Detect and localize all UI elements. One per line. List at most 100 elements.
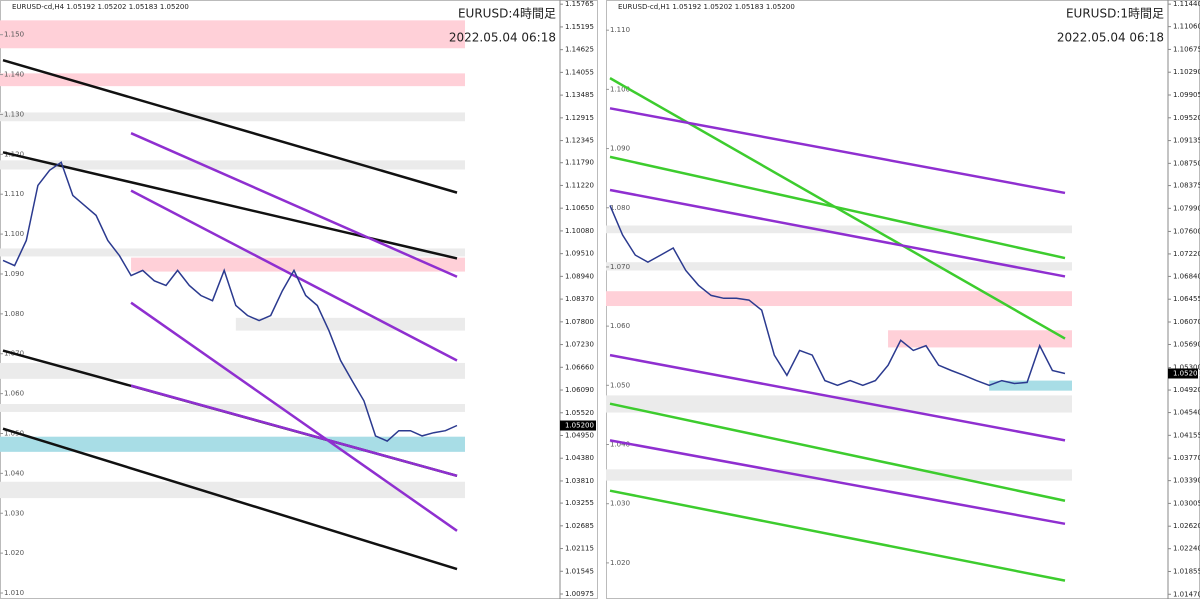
chart-header: EURUSD-cd,H4 1.05192 1.05202 1.05183 1.0…	[12, 3, 189, 11]
level-label: 1.050	[4, 429, 24, 437]
y-tick-label: 1.03390	[1173, 477, 1200, 485]
y-tick-label: 1.07990	[1173, 204, 1200, 212]
y-tick-label: 1.04380	[565, 454, 594, 462]
chart-header: EURUSD-cd,H1 1.05192 1.05202 1.05183 1.0…	[618, 3, 795, 11]
y-tick-label: 1.11440	[1173, 0, 1200, 8]
trend-line	[2, 151, 458, 260]
level-label: 1.110	[610, 26, 630, 34]
y-tick-label: 1.04920	[1173, 386, 1200, 394]
y-tick-label: 1.06660	[565, 363, 594, 371]
y-tick-label: 1.11220	[565, 181, 594, 189]
y-tick-label: 1.08940	[565, 272, 594, 280]
zone	[606, 262, 1072, 271]
level-label: 1.050	[610, 381, 630, 389]
trend-line	[609, 188, 1066, 278]
y-tick-label: 1.09520	[1173, 114, 1200, 122]
y-tick-label: 1.07220	[1173, 250, 1200, 258]
trend-line	[2, 427, 458, 571]
y-tick-label: 1.12345	[565, 137, 594, 145]
zone	[0, 248, 465, 257]
y-tick-label: 1.06090	[565, 386, 594, 394]
level-label: 1.080	[610, 204, 630, 212]
trend-line	[609, 439, 1066, 526]
level-label: 1.090	[4, 270, 24, 278]
y-tick-label: 1.08375	[1173, 182, 1200, 190]
zone	[989, 380, 1072, 391]
y-tick-label: 1.02240	[1173, 545, 1200, 553]
last-price-box	[560, 420, 596, 431]
y-tick-label: 1.02685	[565, 522, 594, 530]
y-tick-label: 1.01855	[1173, 567, 1200, 575]
price-line	[2, 161, 458, 442]
y-tick-label: 1.10650	[565, 204, 594, 212]
level-label: 1.020	[4, 549, 24, 557]
y-tick-label: 1.02115	[565, 545, 594, 553]
y-tick-label: 1.01545	[565, 567, 594, 575]
trend-line	[609, 155, 1066, 260]
y-tick-label: 1.10080	[565, 227, 594, 235]
y-tick-label: 1.07800	[565, 318, 594, 326]
zone	[0, 362, 465, 379]
level-label: 1.040	[4, 469, 24, 477]
zone	[606, 225, 1072, 234]
zone	[0, 160, 465, 170]
last-price-box	[1168, 368, 1198, 379]
level-label: 1.020	[610, 559, 630, 567]
level-label: 1.080	[4, 310, 24, 318]
y-tick-label: 1.05690	[1173, 340, 1200, 348]
zone	[888, 330, 1072, 348]
y-tick-label: 1.14625	[565, 46, 594, 54]
level-label: 1.100	[610, 85, 630, 93]
y-tick-label: 1.09905	[1173, 91, 1200, 99]
level-label: 1.150	[4, 31, 24, 39]
y-tick-label: 1.03005	[1173, 499, 1200, 507]
y-tick-label: 1.02620	[1173, 522, 1200, 530]
zone	[606, 395, 1072, 413]
y-tick-label: 1.08370	[565, 295, 594, 303]
trend-line	[609, 107, 1066, 195]
level-label: 1.040	[610, 441, 630, 449]
trend-line	[609, 489, 1066, 582]
last-price-label: 1.05200	[1173, 369, 1200, 377]
last-price-label: 1.05200	[565, 422, 594, 430]
trend-line	[2, 59, 458, 194]
panel-frame	[0, 0, 598, 599]
zone	[0, 481, 465, 499]
level-label: 1.010	[4, 589, 24, 597]
level-label: 1.060	[4, 390, 24, 398]
trend-line	[130, 301, 458, 532]
zone	[131, 257, 466, 272]
y-tick-label: 1.11060	[1173, 23, 1200, 31]
y-tick-label: 1.10675	[1173, 45, 1200, 53]
y-tick-label: 1.04540	[1173, 409, 1200, 417]
y-tick-label: 1.14055	[565, 68, 594, 76]
y-tick-label: 1.08750	[1173, 159, 1200, 167]
zone	[0, 436, 465, 452]
chart-panel: 1.110 1.100 1.090 1.080 1.070 1.060 1.050 1.040…	[606, 0, 1200, 599]
chart-subtitle: 2022.05.04 06:18	[1057, 31, 1164, 45]
y-tick-label: 1.12915	[565, 114, 594, 122]
zone	[606, 469, 1072, 481]
y-tick-label: 1.06070	[1173, 318, 1200, 326]
zone	[0, 112, 465, 122]
level-label: 1.110	[4, 190, 24, 198]
level-label: 1.030	[4, 509, 24, 517]
trend-line	[130, 189, 458, 362]
y-tick-label: 1.03810	[565, 477, 594, 485]
level-label: 1.100	[4, 230, 24, 238]
y-tick-label: 1.09510	[565, 250, 594, 258]
zone	[0, 20, 465, 49]
trend-line	[130, 132, 458, 278]
level-label: 1.140	[4, 71, 24, 79]
chart-title: EURUSD:1時間足	[1066, 7, 1164, 21]
y-tick-label: 1.15765	[565, 0, 594, 8]
y-tick-label: 1.04155	[1173, 431, 1200, 439]
level-label: 1.070	[610, 263, 630, 271]
level-label: 1.030	[610, 500, 630, 508]
y-tick-label: 1.00975	[565, 590, 594, 598]
y-tick-label: 1.09135	[1173, 137, 1200, 145]
y-tick-label: 1.15195	[565, 23, 594, 31]
level-label: 1.130	[4, 110, 24, 118]
y-tick-label: 1.11790	[565, 159, 594, 167]
